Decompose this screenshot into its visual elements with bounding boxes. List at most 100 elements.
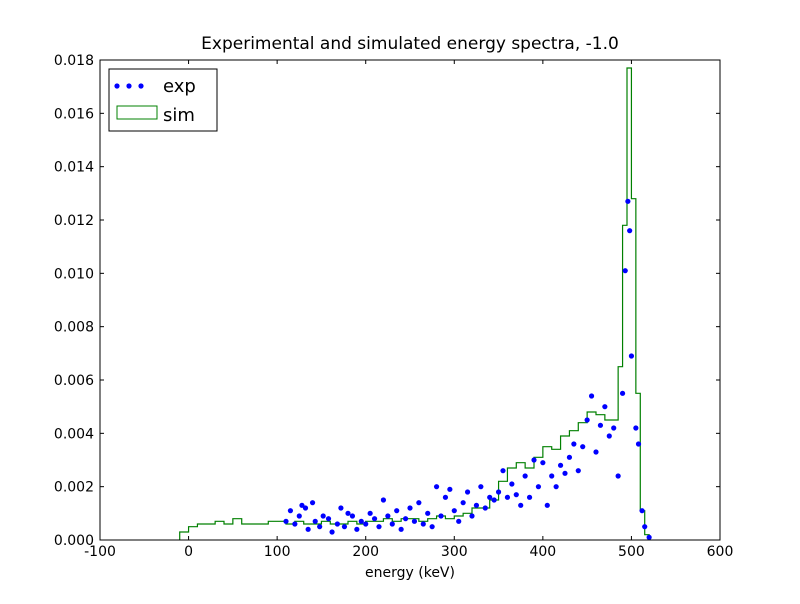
scatter-point [376, 524, 382, 530]
x-tick-label: 200 [352, 544, 379, 560]
scatter-point [635, 441, 642, 447]
legend-marker [116, 105, 158, 120]
scatter-point [464, 489, 471, 495]
legend-marker [126, 83, 132, 89]
scatter-point [619, 390, 626, 396]
scatter-point [447, 486, 453, 492]
scatter-point [597, 422, 604, 428]
scatter-point [309, 500, 316, 506]
scatter-point [642, 524, 648, 530]
scatter-point [495, 489, 502, 495]
x-tick-label: 100 [264, 544, 291, 560]
scatter-point [299, 502, 305, 508]
scatter-point [287, 508, 294, 514]
y-tick-label: 0.004 [54, 426, 94, 442]
scatter-point [398, 526, 404, 532]
scatter-point [566, 454, 573, 460]
scatter-point [522, 473, 528, 479]
scatter-point [451, 508, 457, 514]
scatter-point [482, 505, 488, 511]
scatter-point [553, 484, 559, 490]
scatter-point [320, 513, 326, 519]
x-tick-label: -100 [84, 544, 116, 560]
x-tick-label: 600 [707, 544, 734, 560]
x-tick-label: 300 [441, 544, 468, 560]
scatter-point [509, 481, 515, 487]
scatter-point [425, 510, 431, 516]
scatter-point [513, 492, 519, 498]
legend-label: exp [163, 76, 196, 97]
y-tick-label: 0.018 [54, 53, 94, 69]
scatter-point [380, 497, 387, 503]
x-tick-label: 0 [184, 544, 193, 560]
scatter-point [625, 198, 631, 204]
scatter-point [584, 417, 590, 423]
scatter-point [394, 508, 400, 514]
scatter-point [345, 510, 351, 516]
scatter-point [302, 505, 309, 511]
scatter-point [557, 462, 564, 468]
scatter-point [433, 484, 440, 490]
scatter-point [312, 518, 318, 524]
scatter-point [526, 494, 533, 500]
scatter-point [611, 425, 617, 431]
scatter-point [317, 524, 323, 530]
scatter-point [385, 513, 391, 519]
scatter-point [478, 484, 484, 490]
scatter-point [646, 534, 652, 540]
scatter-point [549, 473, 555, 479]
scatter-point [442, 494, 449, 500]
y-tick-label: 0.006 [54, 373, 94, 389]
scatter-point [628, 353, 635, 359]
scatter-point [491, 497, 497, 503]
y-tick-label: 0.010 [54, 266, 94, 282]
scatter-point [562, 470, 568, 476]
scatter-point [429, 524, 435, 530]
y-tick-label: 0.014 [54, 160, 94, 176]
legend-marker [114, 83, 120, 89]
scatter-point [329, 529, 335, 535]
histogram-outline [179, 67, 650, 540]
scatter-point [371, 516, 378, 522]
x-tick-label: 500 [618, 544, 645, 560]
scatter-point [349, 513, 356, 519]
y-tick-label: 0.012 [54, 213, 94, 229]
scatter-point [283, 518, 289, 524]
scatter-point [588, 393, 595, 399]
scatter-point [535, 484, 542, 490]
scatter-point [633, 425, 639, 431]
scatter-point [622, 268, 628, 274]
plot-frame [99, 59, 721, 541]
y-tick-label: 0.016 [54, 106, 94, 122]
scatter-point [402, 516, 409, 522]
scatter-point [438, 513, 444, 519]
scatter-point [500, 468, 506, 474]
scatter-point [305, 526, 311, 532]
y-tick-label: 0.000 [54, 533, 94, 549]
scatter-point [627, 228, 633, 234]
legend-label: sim [163, 105, 195, 126]
scatter-point [615, 473, 621, 479]
scatter-point [416, 500, 422, 506]
x-axis-label: energy (keV) [365, 565, 455, 581]
scatter-point [407, 505, 413, 511]
legend-marker [138, 83, 144, 89]
scatter-point [540, 460, 546, 466]
scatter-point [544, 502, 550, 508]
scatter-point [456, 518, 462, 524]
scatter-point [420, 521, 426, 527]
scatter-point [487, 494, 493, 500]
scatter-point [354, 526, 360, 532]
scatter-point [575, 468, 581, 474]
scatter-point [363, 521, 369, 527]
y-tick-label: 0.002 [54, 480, 94, 496]
scatter-point [469, 513, 475, 519]
x-tick-label: 400 [529, 544, 556, 560]
scatter-point [296, 513, 302, 519]
scatter-point [338, 505, 344, 511]
scatter-point [411, 518, 418, 524]
scatter-point [367, 510, 373, 516]
scatter-point [341, 524, 348, 530]
scatter-point [292, 521, 298, 527]
